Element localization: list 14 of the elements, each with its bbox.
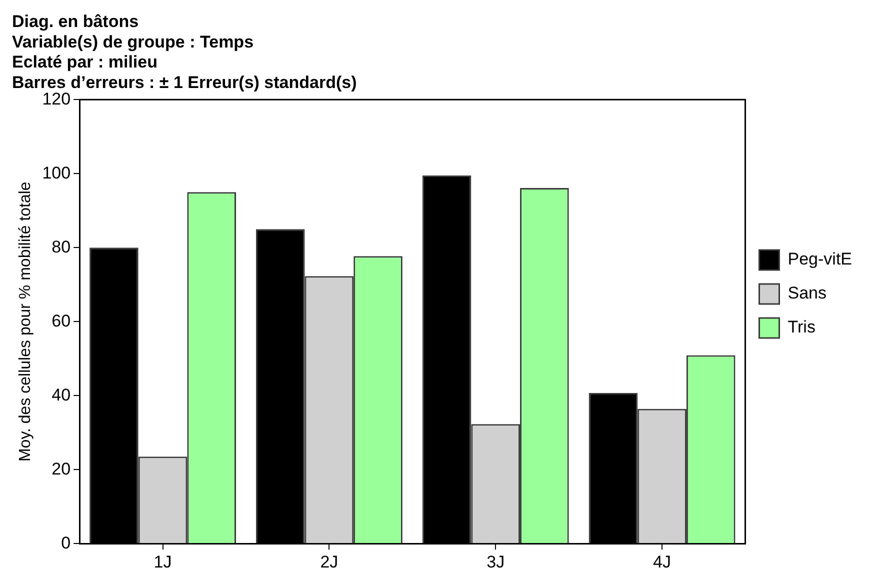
legend-label: Sans — [788, 284, 826, 303]
x-tick-label: 1J — [154, 552, 172, 572]
legend-label: Peg-vitE — [788, 250, 852, 269]
y-tick-label: 80 — [52, 237, 71, 256]
x-tick-label: 4J — [653, 552, 672, 572]
y-axis-title: Moy. des cellules pour % mobilité totale — [17, 182, 34, 462]
x-tick-label: 2J — [320, 552, 338, 572]
y-tick-label: 60 — [52, 311, 71, 330]
y-tick-label: 100 — [42, 163, 71, 182]
legend-label: Tris — [788, 318, 816, 337]
y-tick-label: 0 — [61, 533, 71, 552]
x-tick-label: 3J — [486, 552, 505, 572]
y-tick-label: 20 — [52, 459, 71, 478]
y-tick-label: 40 — [52, 385, 71, 404]
